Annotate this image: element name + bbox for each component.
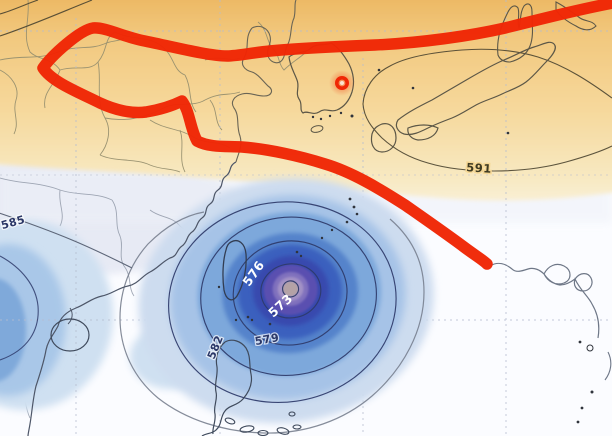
coast-kyushu [370, 123, 397, 153]
contours-low [168, 201, 397, 404]
left-low-shading [0, 220, 113, 410]
coast-hainan [50, 318, 90, 352]
typhoon-shading [138, 178, 434, 424]
red-ring-marker [329, 70, 355, 96]
contours-ridge [0, 0, 612, 172]
contour-left-low [0, 255, 39, 361]
coast-honshu [395, 41, 556, 136]
contour-579 [200, 216, 377, 376]
coast-visayas [224, 411, 302, 436]
contour-topleft-1 [0, 0, 39, 15]
contour-582 [168, 201, 397, 404]
coast-tohoku [497, 3, 534, 63]
contour-588-tail [489, 262, 600, 339]
coast-right-edge [604, 351, 612, 381]
coast-china-north [231, 27, 273, 163]
contour-585-outer [119, 211, 425, 434]
contour-573 [260, 263, 322, 319]
label-579: 579 [254, 331, 280, 348]
island-dots [217, 68, 594, 424]
contour-topleft-2 [0, 0, 93, 37]
coast-shikoku [407, 124, 439, 141]
coast-luzon-west [212, 341, 226, 435]
coast-leizhou [67, 307, 73, 325]
coast-jeju [310, 125, 324, 133]
label-591: 591 [466, 160, 492, 176]
contour-591 [362, 48, 612, 172]
contour-585-left [0, 212, 133, 269]
red-highlight-line [37, 0, 612, 270]
contour-eye [281, 280, 300, 298]
coast-luzon-east [201, 339, 253, 436]
coast-taiwan [222, 239, 247, 301]
contour-576 [232, 240, 348, 346]
coast-china-southeast [27, 161, 237, 436]
coast-liaodong [251, 0, 297, 64]
